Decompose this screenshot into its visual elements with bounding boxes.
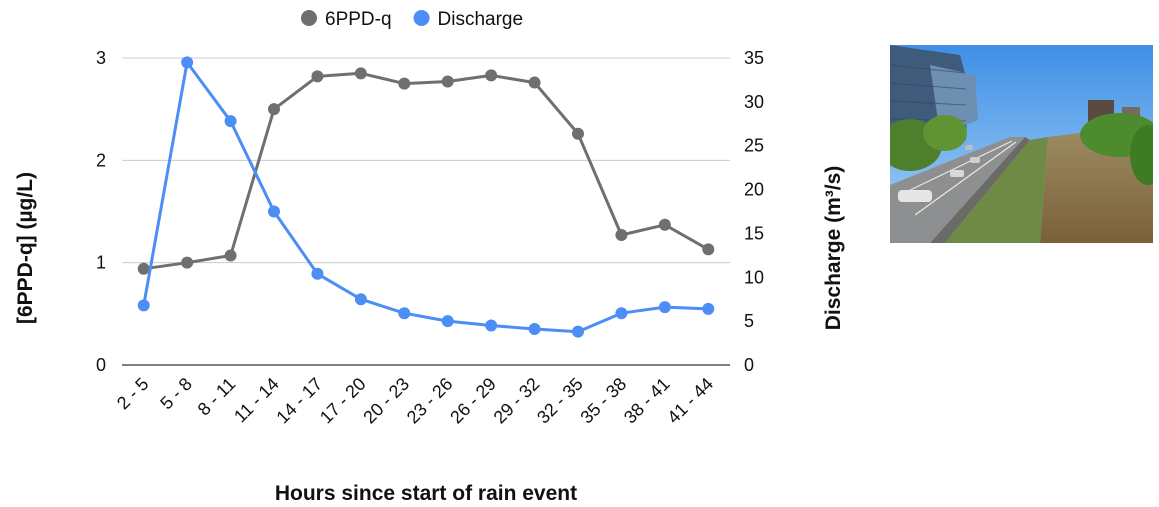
left-tick-label: 2 — [96, 150, 106, 170]
6ppd-q-line — [143, 71, 710, 271]
left-tick-label: 3 — [96, 48, 106, 68]
6ppd-q-point — [658, 218, 671, 231]
discharge-point — [572, 325, 584, 338]
x-tick-label: 20 - 23 — [359, 374, 413, 428]
x-tick-label: 29 - 32 — [490, 374, 544, 428]
discharge-point — [268, 205, 280, 218]
discharge-point — [181, 56, 194, 69]
6ppd-q-point — [572, 127, 584, 140]
gridlines — [122, 57, 730, 366]
discharge-point — [615, 307, 628, 320]
6ppd-q-point — [354, 67, 367, 80]
right-tick-label: 30 — [744, 92, 764, 112]
discharge-point — [441, 315, 454, 328]
x-tick-label: 38 - 41 — [620, 374, 674, 428]
discharge-point — [137, 299, 150, 312]
6ppd-q-point — [528, 76, 541, 89]
6ppd-q-point — [268, 103, 280, 116]
right-tick-label: 35 — [744, 48, 764, 68]
6ppd-q-point — [398, 77, 411, 90]
right-tick-label: 15 — [744, 223, 764, 243]
6ppd-q-point — [615, 229, 628, 242]
6ppd-q-legend-marker — [301, 10, 317, 26]
left-tick-label: 0 — [96, 355, 106, 375]
x-tick-label: 23 - 26 — [403, 374, 457, 428]
6ppd-q-point — [181, 256, 194, 269]
discharge-point — [398, 307, 411, 320]
left-axis-ticks: 0 1 2 3 — [96, 48, 106, 375]
right-tick-label: 5 — [744, 311, 754, 331]
6ppd-q-point — [224, 249, 237, 262]
6ppd-q-point — [702, 243, 715, 256]
6ppd-q-point — [441, 75, 454, 88]
left-tick-label: 1 — [96, 253, 106, 273]
6ppd-q-point — [311, 70, 324, 83]
discharge-point — [224, 115, 237, 128]
x-tick-label: 41 - 44 — [663, 374, 717, 428]
discharge-legend-marker — [413, 10, 430, 26]
right-tick-label: 10 — [744, 267, 764, 287]
x-tick-label: 17 - 20 — [316, 374, 370, 428]
right-tick-label: 0 — [744, 355, 754, 375]
discharge-point — [528, 323, 541, 336]
x-tick-label: 26 - 29 — [446, 374, 500, 428]
x-tick-label: 2 - 5 — [113, 374, 153, 414]
x-tick-label: 11 - 14 — [230, 374, 283, 427]
6ppd-q-legend-label: 6PPD-q — [325, 9, 392, 30]
discharge-point — [354, 293, 367, 306]
legend: 6PPD-q Discharge — [301, 9, 523, 30]
right-tick-label: 25 — [744, 136, 764, 156]
6ppd-q-point — [485, 69, 498, 82]
discharge-point — [485, 319, 498, 332]
discharge-line — [142, 60, 709, 334]
x-axis-title: Hours since start of rain event — [275, 482, 577, 505]
left-axis-title: [6PPD-q] (µg/L) — [14, 172, 37, 324]
discharge-point — [702, 302, 715, 315]
discharge-legend-label: Discharge — [438, 9, 524, 30]
x-tick-label: 5 - 8 — [156, 374, 196, 414]
discharge-point — [658, 301, 671, 314]
right-axis-ticks: 0 5 10 15 20 25 30 35 — [744, 48, 764, 375]
series-layer — [137, 56, 715, 338]
x-tick-label: 32 - 35 — [533, 374, 587, 428]
x-tick-label: 35 - 38 — [576, 374, 630, 428]
discharge-point — [311, 267, 324, 280]
x-tick-label: 14 - 17 — [272, 374, 326, 428]
right-tick-label: 20 — [744, 180, 764, 200]
6ppd-q-point — [137, 262, 150, 275]
highway-river-photo — [890, 45, 1153, 243]
right-axis-title: Discharge (m³/s) — [822, 166, 845, 331]
